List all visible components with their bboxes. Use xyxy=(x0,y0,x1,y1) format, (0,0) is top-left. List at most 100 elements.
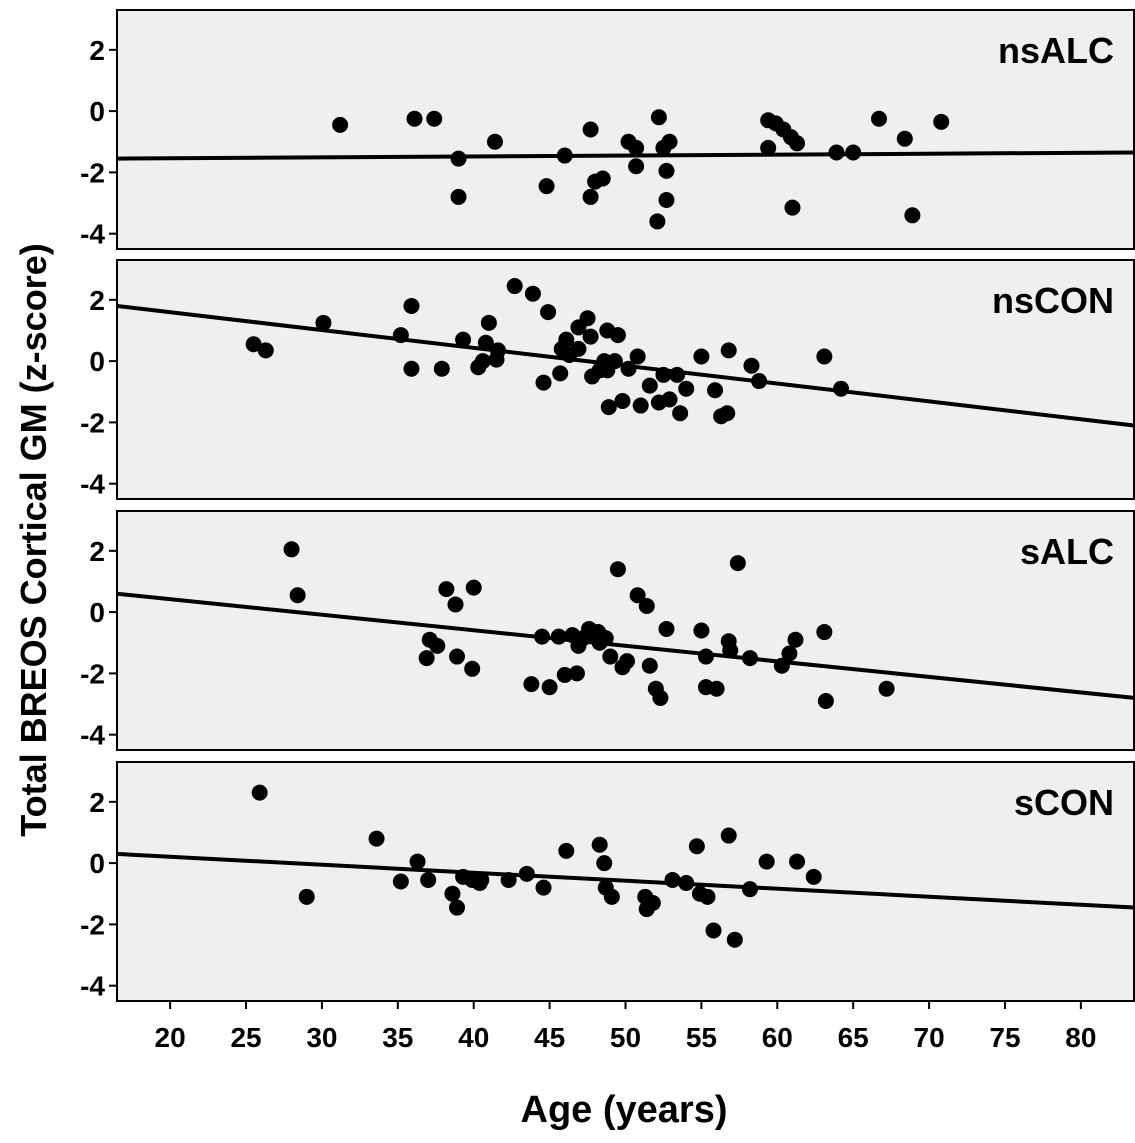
panel-sCON: 2 0 -2 -4 sCON xyxy=(80,761,1135,1002)
panel-label: nsALC xyxy=(998,30,1114,71)
data-point xyxy=(447,596,464,613)
y-tick-label: 2 xyxy=(89,787,105,818)
data-point xyxy=(729,555,746,572)
panel-background xyxy=(116,510,1135,751)
data-point xyxy=(904,207,921,224)
data-point xyxy=(433,360,450,377)
data-point xyxy=(426,110,443,127)
x-tick-label: 45 xyxy=(534,1022,565,1053)
y-tick-label: -2 xyxy=(80,157,105,188)
data-point xyxy=(449,648,466,665)
data-point xyxy=(298,888,315,905)
panel-background xyxy=(116,259,1135,500)
x-tick-label: 30 xyxy=(306,1022,337,1053)
y-tick-label: 0 xyxy=(89,597,105,628)
data-point xyxy=(538,178,555,195)
data-point xyxy=(556,147,573,164)
data-point xyxy=(816,348,833,365)
x-tick-label: 50 xyxy=(610,1022,641,1053)
x-tick-label: 35 xyxy=(382,1022,413,1053)
data-point xyxy=(406,110,423,127)
data-point xyxy=(540,304,557,321)
y-tick-label: -4 xyxy=(80,720,105,751)
data-point xyxy=(606,353,623,370)
panel-nsCON: 2 0 -2 -4 nsCON xyxy=(80,259,1135,500)
data-point xyxy=(603,888,620,905)
data-point xyxy=(672,405,689,422)
data-point xyxy=(743,357,760,374)
y-tick-label: 2 xyxy=(89,536,105,567)
data-point xyxy=(649,213,666,230)
y-tick-label: -2 xyxy=(80,909,105,940)
data-point xyxy=(594,170,611,187)
y-tick-label: -4 xyxy=(80,971,105,1002)
data-point xyxy=(245,336,262,353)
data-point xyxy=(638,597,655,614)
panel-background xyxy=(116,9,1135,250)
data-point xyxy=(403,297,420,314)
data-point xyxy=(773,657,790,674)
data-point xyxy=(726,931,743,948)
x-tick-label: 40 xyxy=(458,1022,489,1053)
data-point xyxy=(464,660,481,677)
data-point xyxy=(652,689,669,706)
data-point xyxy=(450,150,467,167)
data-point xyxy=(741,881,758,898)
data-point xyxy=(644,894,661,911)
y-tick-label: 2 xyxy=(89,35,105,66)
data-point xyxy=(500,871,517,888)
data-point xyxy=(870,110,887,127)
data-point xyxy=(789,135,806,152)
data-point xyxy=(658,191,675,208)
data-point xyxy=(669,366,686,383)
data-point xyxy=(368,830,385,847)
data-point xyxy=(579,310,596,327)
x-tick-label: 55 xyxy=(686,1022,717,1053)
y-axis-title: Total BREOS Cortical GM (z-score) xyxy=(13,243,54,836)
data-point xyxy=(550,628,567,645)
data-point xyxy=(591,836,608,853)
panels-layer: 2 0 -2 -4 nsALC 2 0 -2 -4 nsCON 2 0 -2 -4 sALC 2 0 -2 -4 sC… xyxy=(80,9,1135,1002)
data-point xyxy=(289,587,306,604)
data-point xyxy=(787,631,804,648)
data-point xyxy=(805,868,822,885)
data-point xyxy=(620,360,637,377)
data-point xyxy=(518,865,535,882)
data-point xyxy=(705,922,722,939)
regression-line xyxy=(116,851,1135,910)
x-tick-label: 60 xyxy=(762,1022,793,1053)
x-tick-label: 75 xyxy=(989,1022,1020,1053)
data-point xyxy=(707,382,724,399)
data-point xyxy=(541,679,558,696)
data-point xyxy=(597,630,614,647)
data-point xyxy=(409,853,426,870)
data-point xyxy=(720,342,737,359)
data-point xyxy=(418,650,435,667)
data-point xyxy=(817,692,834,709)
data-point xyxy=(455,331,472,348)
data-point xyxy=(558,842,575,859)
data-point xyxy=(741,650,758,667)
x-axis-title: Age (years) xyxy=(521,1089,728,1131)
y-tick-label: 0 xyxy=(89,848,105,879)
data-point xyxy=(678,380,695,397)
data-point xyxy=(392,327,409,344)
data-point xyxy=(720,827,737,844)
y-tick-label: 0 xyxy=(89,346,105,377)
y-tick-label: -4 xyxy=(80,219,105,250)
data-point xyxy=(582,121,599,138)
data-point xyxy=(816,624,833,641)
data-point xyxy=(688,838,705,855)
data-point xyxy=(535,374,552,391)
data-point xyxy=(661,133,678,150)
panel-nsALC: 2 0 -2 -4 nsALC xyxy=(80,9,1135,250)
data-point xyxy=(488,351,505,368)
y-tick-label: 0 xyxy=(89,96,105,127)
x-tick-label: 70 xyxy=(914,1022,945,1053)
data-point xyxy=(751,373,768,390)
data-point xyxy=(438,581,455,598)
data-point xyxy=(558,331,575,348)
data-point xyxy=(257,342,274,359)
data-point xyxy=(403,360,420,377)
